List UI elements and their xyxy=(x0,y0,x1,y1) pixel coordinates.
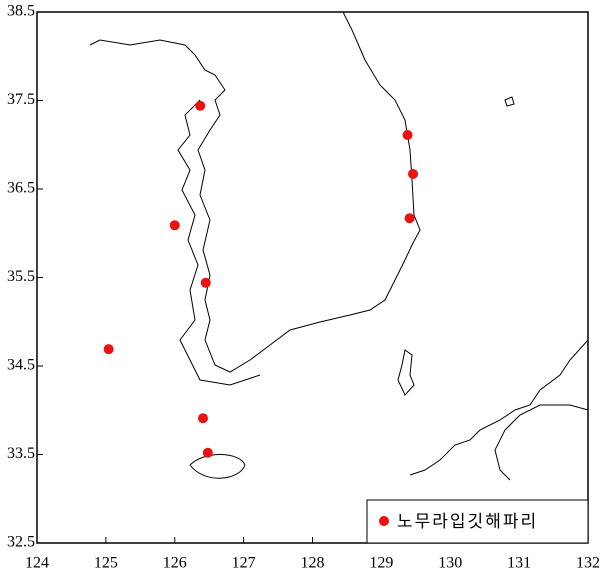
y-tick-label: 36.5 xyxy=(7,180,35,197)
y-tick-label: 34.5 xyxy=(7,357,35,374)
point xyxy=(103,344,114,355)
axes: 124 125 126 127 128 129 130 131 132 32.5 33.5 34.5 3… xyxy=(7,3,600,572)
point xyxy=(197,413,208,424)
x-tick-label: 132 xyxy=(576,555,600,572)
y-tick-label: 33.5 xyxy=(7,445,35,462)
x-tick-label: 129 xyxy=(369,555,393,572)
x-tick-label: 125 xyxy=(94,555,118,572)
point xyxy=(402,130,413,141)
legend-marker xyxy=(379,516,389,526)
point xyxy=(169,220,180,231)
points xyxy=(103,100,419,458)
plot-frame xyxy=(36,11,589,544)
x-tick-label: 128 xyxy=(301,555,325,572)
point xyxy=(404,213,415,224)
point xyxy=(200,277,211,288)
y-tick-label: 32.5 xyxy=(7,534,35,551)
y-tick-label: 38.5 xyxy=(7,3,35,20)
legend-label: 노무라입깃해파리 xyxy=(397,512,538,532)
point xyxy=(408,168,419,179)
legend-box xyxy=(366,499,589,544)
x-tick-label: 130 xyxy=(438,555,462,572)
coastline xyxy=(89,11,589,481)
y-tick-label: 35.5 xyxy=(7,268,35,285)
x-tick-label: 131 xyxy=(507,555,531,572)
legend: 노무라입깃해파리 xyxy=(366,499,589,544)
point xyxy=(202,447,213,458)
x-tick-label: 126 xyxy=(163,555,187,572)
x-tick-label: 127 xyxy=(232,555,256,572)
y-tick-label: 37.5 xyxy=(7,91,35,108)
point xyxy=(195,100,206,111)
x-tick-label: 124 xyxy=(25,555,49,572)
